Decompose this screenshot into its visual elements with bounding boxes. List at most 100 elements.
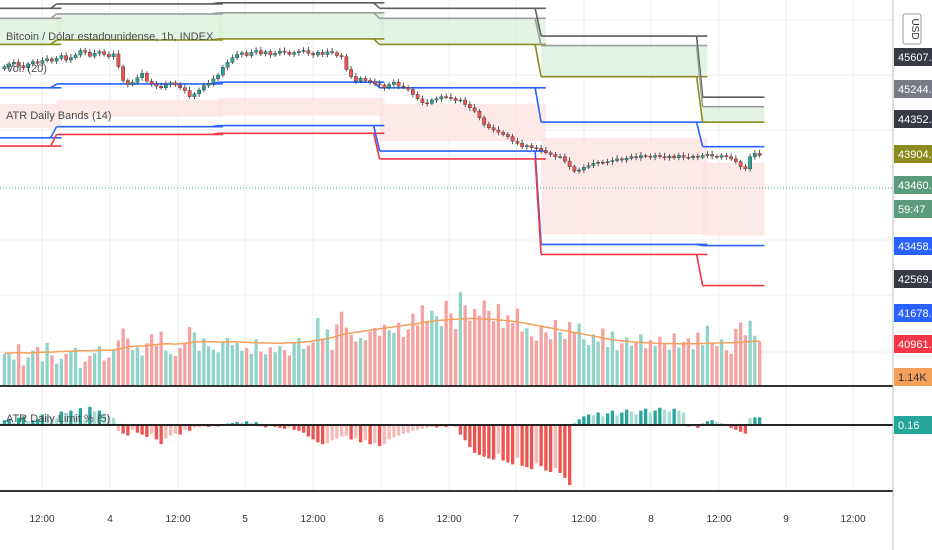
time-tick-label[interactable]: 12:00 [300,514,325,525]
time-tick-label[interactable]: 5 [242,514,248,525]
candle-body [45,58,49,61]
atr-limit-bar [330,425,334,441]
volume-bar [240,350,244,385]
time-tick-label[interactable]: 6 [378,514,384,525]
price-label[interactable]: 1.14K [894,368,932,386]
candle-body [221,67,225,76]
price-label[interactable]: 44352.41 [894,110,932,128]
atr-limit-bar [21,416,26,425]
time-tick-label[interactable]: 12:00 [436,514,461,525]
price-label-bg [894,200,932,218]
band-upper_blue-step-7 [534,87,542,123]
candle-body [97,51,102,54]
atr-limit-bar [111,417,116,425]
price-label[interactable]: 40961.12 [894,335,932,353]
candle-body [463,99,467,105]
price-label[interactable]: 45607.35 [894,48,932,66]
price-label[interactable]: 43460.76 [894,176,932,194]
price-label[interactable]: 42569.48 [894,270,932,288]
candle-body [753,153,757,157]
volume-bar [92,353,97,385]
volume-bar [197,350,201,385]
volume-bar [620,343,624,385]
candle-body [601,162,605,164]
candle-body [672,155,676,158]
candle-body [591,163,596,166]
time-tick-label[interactable]: 8 [648,514,654,525]
candle-body [691,155,695,158]
volume-bar [719,339,724,385]
volume-bars[interactable] [2,292,762,385]
time-tick-label[interactable]: 4 [107,514,113,525]
candle-body [634,156,638,158]
volume-legend[interactable]: Vol. (20) [6,63,47,75]
price-label[interactable]: 43458.09 [894,237,932,255]
price-label[interactable]: 59:47 [894,200,932,218]
volume-bar [577,323,581,385]
band-fill-upper-day-6 [379,18,546,45]
candle-body [563,156,567,162]
time-tick-label[interactable]: 12:00 [29,514,54,525]
atr-limit-bar [2,420,7,425]
atr-limit-bar [316,425,320,443]
volume-bar [121,328,125,385]
candle-body [496,129,501,133]
volume-bar [97,346,102,385]
candle-body [700,155,705,158]
candle-body [681,155,686,158]
time-tick-label[interactable]: 12:00 [840,514,865,525]
time-axis[interactable]: 12:00 4 12:00 5 12:00 6 12:00 7 12:00 8 12:00 9 12:0… [29,514,865,525]
atr-limit-bar [567,425,572,485]
price-scale[interactable]: 45607.35 45244.81 44352.41 43904.42 43460.76… [894,48,932,434]
atr-limit-bar [472,425,477,453]
atr-limit-bar [529,425,534,470]
candle-body [145,73,149,82]
candle-body [311,53,315,56]
price-label-bg [894,237,932,255]
volume-bar [439,326,444,385]
candle-body [130,82,135,85]
symbol-title[interactable]: Bitcoin / Dólar estadounidense, 1h, INDE… [6,31,214,43]
time-tick-label[interactable]: 12:00 [706,514,731,525]
price-candles[interactable] [2,46,762,174]
volume-bar [700,345,705,385]
price-label[interactable]: 43904.42 [894,145,932,163]
candle-body [558,156,562,158]
time-tick-label[interactable]: 9 [783,514,789,525]
atr-limit-bar [349,425,353,440]
price-label[interactable]: 45244.81 [894,80,932,98]
volume-bar [126,338,130,385]
candle-body [363,78,368,81]
volume-bar [420,305,425,385]
atr-limit-bar [235,422,239,425]
candle-body [373,81,377,85]
candle-body [534,147,539,149]
volume-bar [35,347,40,385]
atr-limit-bar [420,425,425,429]
atr-limit-bar [339,425,344,437]
atr-limit-histogram[interactable] [2,406,762,485]
volume-bar [145,343,149,385]
atr-limit-legend[interactable]: ATR Daily Limit % (5) [6,413,110,425]
volume-bar [16,344,21,385]
atr-limit-bar [577,419,581,425]
band-upper_olive-step-6 [373,38,381,46]
volume-bar [482,300,486,385]
volume-bar [73,347,78,385]
candle-body [548,152,553,155]
volume-bar [45,342,49,385]
time-tick-label[interactable]: 12:00 [165,514,190,525]
volume-bar [282,350,287,385]
time-tick-label[interactable]: 7 [513,514,519,525]
price-label[interactable]: 0.16 [894,416,932,434]
volume-bar [515,308,520,385]
currency-badge[interactable]: USD [902,13,922,45]
candle-body [586,165,591,168]
candle-body [116,53,121,67]
price-label[interactable]: 41678.95 [894,304,932,322]
pane-separators[interactable] [0,0,894,550]
atr-limit-bar [92,411,97,425]
time-tick-label[interactable]: 12:00 [571,514,596,525]
atr-bands-legend[interactable]: ATR Daily Bands (14) [6,110,112,122]
